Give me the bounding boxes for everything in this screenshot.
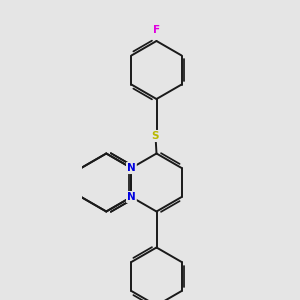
Text: N: N — [127, 192, 136, 202]
Text: F: F — [153, 25, 160, 35]
Text: S: S — [152, 131, 159, 141]
Text: N: N — [127, 163, 136, 173]
